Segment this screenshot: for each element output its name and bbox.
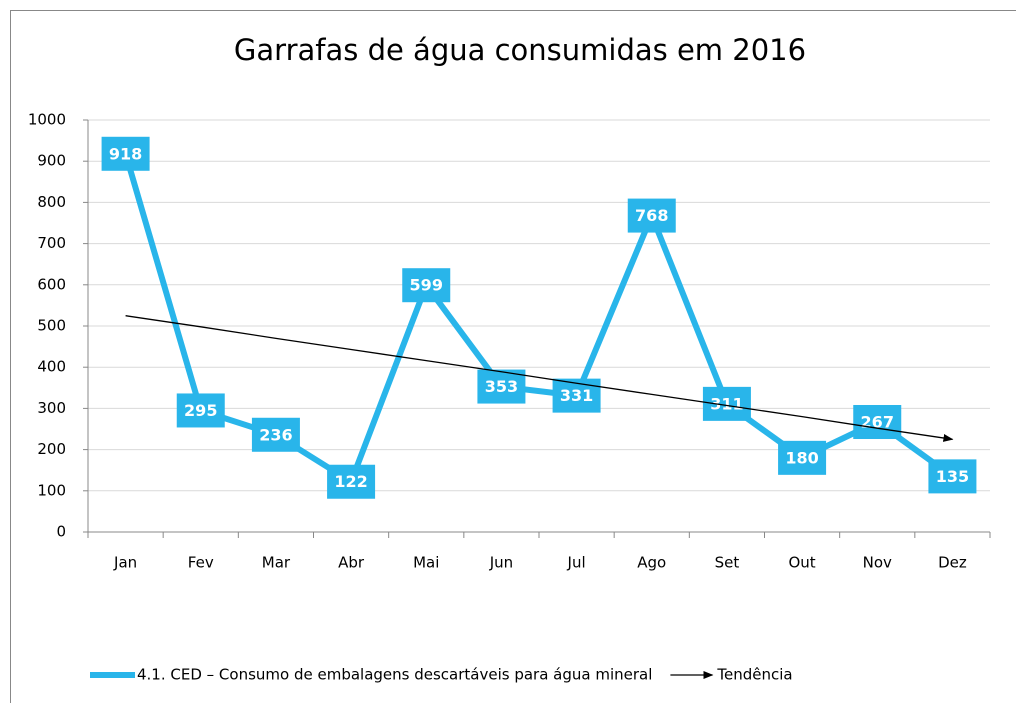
data-label-group: 122 <box>327 464 376 499</box>
x-tick-label: Abr <box>338 554 365 572</box>
chart-border <box>10 10 1016 703</box>
x-tick-label: Set <box>715 554 740 572</box>
data-label-group: 331 <box>552 378 601 413</box>
data-label-group: 768 <box>627 198 676 233</box>
x-tick-label: Dez <box>938 554 967 572</box>
data-label-box <box>101 136 150 171</box>
data-label-group: 311 <box>702 386 751 421</box>
x-tick-label: Fev <box>188 554 214 572</box>
y-tick-label: 900 <box>37 152 66 170</box>
x-tick-label: Jan <box>113 554 137 572</box>
y-tick-label: 300 <box>37 399 66 417</box>
chart-title: Garrafas de água consumidas em 2016 <box>234 33 806 67</box>
data-label-group: 135 <box>928 459 977 494</box>
x-tick-label: Mar <box>262 554 291 572</box>
x-tick-label: Jul <box>567 554 586 572</box>
y-tick-label: 500 <box>37 317 66 335</box>
y-tick-label: 200 <box>37 440 66 458</box>
data-label-group: 236 <box>251 417 300 452</box>
data-label-box <box>928 459 977 494</box>
y-tick-label: 100 <box>37 481 66 499</box>
trend-line <box>125 315 954 442</box>
data-label: 353 <box>485 377 518 396</box>
x-tick-label: Mai <box>413 554 439 572</box>
data-label: 122 <box>334 472 367 491</box>
data-label: 236 <box>259 425 292 444</box>
data-label-group: 918 <box>101 136 150 171</box>
data-label: 768 <box>635 206 668 225</box>
y-tick-label: 600 <box>37 275 66 293</box>
data-label-group: 295 <box>176 393 225 428</box>
data-label-box <box>251 417 300 452</box>
data-label: 311 <box>710 394 743 413</box>
legend-label: Tendência <box>716 666 792 684</box>
data-label-group: 599 <box>402 268 451 303</box>
data-label-box <box>402 268 451 303</box>
y-tick-label: 700 <box>37 234 66 252</box>
data-label-box <box>778 440 827 475</box>
x-tick-label: Nov <box>863 554 892 572</box>
data-label-box <box>176 393 225 428</box>
legend-label: 4.1. CED – Consumo de embalagens descart… <box>137 666 652 684</box>
data-label: 180 <box>785 448 818 467</box>
data-label-box <box>552 378 601 413</box>
data-label: 599 <box>410 276 443 295</box>
data-label-box <box>627 198 676 233</box>
data-label-group: 353 <box>477 369 526 404</box>
data-label-box <box>702 386 751 421</box>
data-label-box <box>477 369 526 404</box>
data-label: 331 <box>560 386 593 405</box>
data-label-box <box>327 464 376 499</box>
data-label: 918 <box>109 144 142 163</box>
y-tick-label: 800 <box>37 193 66 211</box>
x-tick-label: Jun <box>489 554 513 572</box>
x-tick-label: Out <box>788 554 815 572</box>
data-label-box <box>853 404 902 439</box>
data-label-group: 180 <box>778 440 827 475</box>
y-tick-label: 0 <box>56 523 66 541</box>
x-tick-label: Ago <box>637 554 666 572</box>
y-tick-label: 1000 <box>28 111 66 129</box>
y-tick-label: 400 <box>37 358 66 376</box>
data-label-group: 267 <box>853 404 902 439</box>
data-label: 295 <box>184 401 217 420</box>
data-label: 135 <box>936 467 969 486</box>
